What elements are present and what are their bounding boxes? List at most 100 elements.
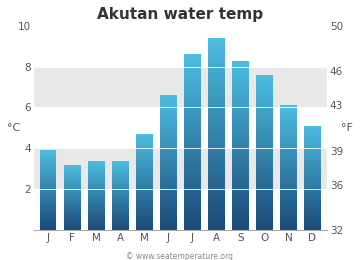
Bar [136,206,153,207]
Bar [304,166,321,167]
Bar [208,141,225,144]
Bar [184,204,201,206]
Bar [280,141,297,143]
Bar [136,194,153,195]
Bar [208,223,225,225]
Bar [160,186,177,188]
Bar [208,225,225,228]
Bar [64,223,81,224]
Bar [280,110,297,112]
Bar [184,221,201,223]
Bar [256,181,273,183]
Bar [40,160,57,161]
Bar [112,187,129,188]
Bar [304,179,321,180]
Bar [40,194,57,195]
Bar [136,192,153,193]
Bar [184,158,201,160]
Bar [112,165,129,166]
Bar [136,153,153,154]
Bar [232,67,249,69]
Bar [208,57,225,60]
Bar [160,203,177,205]
Bar [88,229,104,230]
Bar [280,166,297,168]
Bar [40,163,57,164]
Bar [232,160,249,162]
Bar [184,72,201,74]
Bar [184,225,201,228]
Bar [184,107,201,109]
Bar [232,107,249,109]
Bar [208,93,225,96]
Bar [112,168,129,169]
Bar [256,212,273,214]
Bar [112,214,129,215]
Bar [280,194,297,196]
Bar [64,180,81,181]
Bar [64,194,81,195]
Bar [160,117,177,119]
Bar [280,182,297,183]
Bar [232,162,249,164]
Bar [40,184,57,185]
Bar [160,176,177,178]
Bar [64,229,81,230]
Bar [280,188,297,190]
Bar [304,140,321,141]
Bar [136,216,153,217]
Bar [88,211,104,212]
Bar [88,224,104,225]
Bar [136,158,153,159]
Bar [160,161,177,162]
Bar [232,126,249,128]
Bar [40,213,57,214]
Bar [304,160,321,161]
Bar [256,218,273,220]
Bar [160,156,177,158]
Bar [304,134,321,135]
Bar [208,81,225,84]
Bar [64,215,81,216]
Bar [280,122,297,124]
Bar [40,182,57,183]
Bar [280,130,297,132]
Bar [256,102,273,104]
Bar [64,188,81,189]
Bar [112,212,129,213]
Bar [40,186,57,187]
Bar [208,158,225,160]
Bar [256,179,273,181]
Bar [88,214,104,215]
Bar [40,185,57,186]
Bar [112,188,129,189]
Bar [280,112,297,113]
Bar [184,103,201,105]
Bar [112,210,129,211]
Bar [256,201,273,203]
Bar [256,199,273,201]
Bar [280,132,297,133]
Bar [160,151,177,152]
Bar [256,121,273,123]
Bar [64,185,81,186]
Bar [208,204,225,206]
Bar [40,217,57,218]
Bar [40,199,57,200]
Bar [256,207,273,209]
Bar [64,178,81,179]
Bar [280,138,297,140]
Bar [64,189,81,190]
Bar [232,222,249,224]
Bar [136,219,153,220]
Bar [112,200,129,201]
Bar [232,202,249,204]
Bar [160,228,177,230]
Bar [208,64,225,67]
Bar [136,195,153,196]
Bar [256,94,273,96]
Bar [136,138,153,139]
Bar [136,145,153,146]
Bar [136,208,153,210]
Bar [256,166,273,168]
